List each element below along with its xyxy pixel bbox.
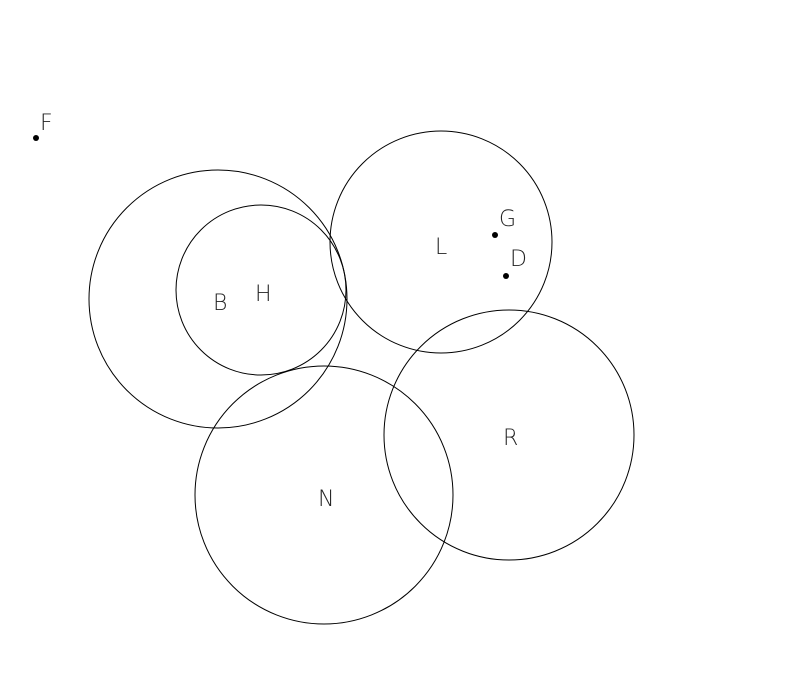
circle-l <box>329 130 553 354</box>
label-f: F <box>40 111 53 136</box>
label-g: G <box>499 207 516 232</box>
label-d: D <box>510 247 527 272</box>
label-b: B <box>213 291 227 316</box>
label-n: N <box>318 487 334 512</box>
point-d <box>503 273 509 279</box>
point-f <box>33 135 39 141</box>
circle-b <box>88 169 348 429</box>
circle-n <box>194 365 454 625</box>
label-r: R <box>503 426 518 451</box>
label-h: H <box>255 282 272 307</box>
point-g <box>492 232 498 238</box>
label-l: L <box>435 235 447 260</box>
circle-r <box>383 309 635 561</box>
circle-h <box>175 204 347 376</box>
